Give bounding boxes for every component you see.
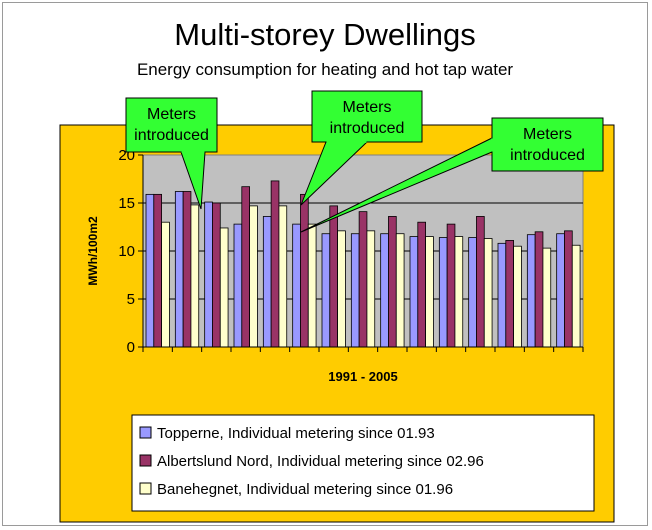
bar-2-1991 — [153, 193, 163, 348]
bar-3-2003 — [513, 245, 522, 348]
bar-1-1992 — [174, 191, 184, 348]
bar-2-2000 — [417, 221, 426, 348]
y-tick-label: 5 — [127, 291, 135, 308]
bar-1-1996 — [292, 223, 301, 348]
legend-label-2: Albertslund Nord, Individual metering si… — [157, 453, 484, 470]
legend-swatch-3 — [139, 482, 152, 495]
callout-text: introduced — [134, 127, 209, 144]
y-tick-label: 10 — [118, 243, 135, 260]
legend-swatch-1 — [139, 426, 152, 439]
y-tick-label: 15 — [118, 195, 135, 212]
bar-3-1996 — [307, 223, 317, 348]
bar-3-2004 — [542, 247, 552, 348]
legend-box — [131, 414, 595, 512]
callout-box — [125, 97, 218, 153]
bar-3-1997 — [337, 230, 346, 348]
bar-2-2001 — [446, 223, 456, 348]
bar-3-1991 — [161, 221, 170, 348]
annotations: Meters introduced Meters introduced Meters in… — [125, 90, 604, 233]
legend-label-1: Topperne, Individual metering since 01.9… — [157, 425, 435, 442]
y-tick-label: 0 — [127, 339, 135, 356]
legend: Topperne, Individual metering since 01.9… — [131, 414, 595, 512]
bars — [145, 180, 581, 348]
chart-subtitle: Energy consumption for heating and hot t… — [137, 60, 513, 79]
bar-3-1993 — [219, 227, 229, 348]
legend-label-3: Banehegnet, Individual metering since 01… — [157, 481, 453, 498]
bar-3-2002 — [483, 238, 493, 348]
x-axis-label: 1991 - 2005 — [328, 369, 397, 384]
callout-3: Meters introduced — [300, 117, 604, 233]
bar-2-1992 — [182, 191, 192, 348]
callout-box — [491, 117, 604, 172]
chart-title: Multi-storey Dwellings — [174, 17, 475, 52]
bar-1-2005 — [556, 233, 565, 348]
bar-3-2000 — [425, 236, 434, 348]
bar-1-1999 — [380, 233, 389, 348]
y-axis-label: MWh/100m2 — [86, 216, 100, 286]
bar-3-2005 — [571, 244, 581, 348]
bar-3-1998 — [366, 230, 376, 348]
bar-2-1994 — [241, 186, 251, 348]
bar-1-1994 — [233, 223, 243, 348]
bar-3-1992 — [190, 204, 200, 348]
callout-text: Meters — [523, 126, 572, 143]
chart-frame: Multi-storey Dwellings Energy consumptio… — [2, 2, 648, 526]
bar-2-2005 — [564, 230, 573, 348]
callout-text: Meters — [147, 106, 196, 123]
bar-2-2003 — [505, 240, 514, 348]
bar-1-1997 — [321, 233, 331, 348]
bar-1-1991 — [145, 193, 155, 348]
bar-2-2004 — [534, 231, 544, 348]
bar-2-2002 — [476, 216, 485, 348]
bar-1-2000 — [409, 236, 419, 348]
bar-1-2002 — [468, 237, 477, 348]
callout-text: introduced — [330, 120, 405, 137]
bar-3-1995 — [278, 205, 288, 348]
bar-1-1993 — [204, 201, 213, 348]
callout-2: Meters introduced — [300, 90, 423, 206]
bar-1-2001 — [438, 237, 448, 348]
bar-2-1995 — [270, 180, 280, 348]
chart-canvas: Multi-storey Dwellings Energy consumptio… — [59, 17, 615, 523]
bar-1-2003 — [497, 242, 507, 348]
bar-1-1995 — [262, 216, 272, 348]
bar-3-2001 — [454, 236, 464, 348]
callout-box — [311, 90, 423, 143]
bar-2-1996 — [300, 193, 309, 348]
legend-swatch-2 — [139, 454, 152, 467]
callout-text: introduced — [510, 147, 585, 164]
callout-1: Meters introduced — [125, 97, 218, 210]
bar-2-1998 — [358, 211, 368, 348]
bar-2-1993 — [212, 202, 221, 348]
bar-2-1997 — [329, 205, 338, 348]
bar-3-1994 — [249, 205, 258, 348]
bar-2-1999 — [388, 216, 397, 348]
bar-3-1999 — [395, 233, 405, 348]
bar-1-2004 — [526, 234, 536, 348]
callout-text: Meters — [343, 99, 392, 116]
bar-1-1998 — [350, 233, 360, 348]
